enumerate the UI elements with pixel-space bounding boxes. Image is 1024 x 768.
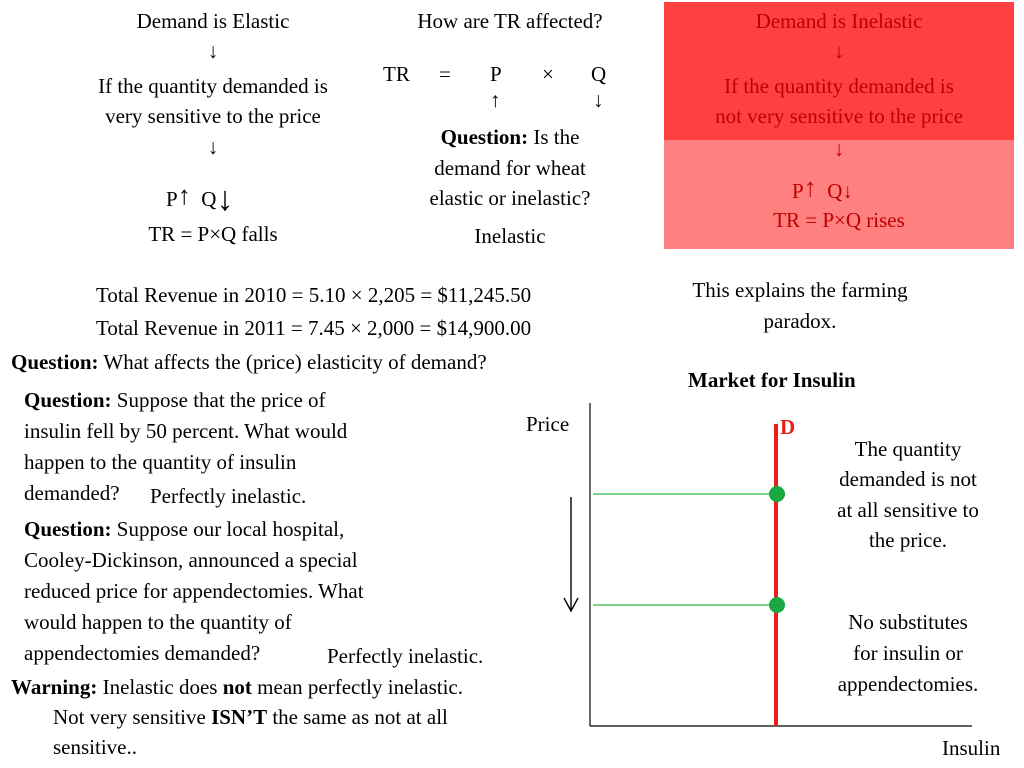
inelastic-p-q: P↑ Q↓ [792,173,853,207]
up-arrow-icon: ↑ [177,181,191,210]
warning-text-a: Inelastic does [102,675,218,699]
graph-note-1-line-3: at all sensitive to [837,498,979,522]
up-arrow-icon: ↑ [803,173,817,202]
warning-line-1: Warning: Inelastic does not mean perfect… [11,672,463,703]
farming-paradox-line-1: This explains the farming [692,278,908,302]
tr-symbol: TR [383,62,410,86]
insulin-question-line-3: happen to the quantity of insulin [24,450,297,474]
inelastic-box-bottom [664,140,1014,249]
revenue-2011: Total Revenue in 2011 = 7.45 × 2,000 = $… [96,316,532,340]
elastic-line-1: If the quantity demanded is [98,74,328,98]
wheat-question-line-3: elastic or inelastic? [429,186,591,210]
down-arrow-icon: ↓ [593,88,604,112]
equilibrium-point-high [769,486,785,502]
warning-line-3: sensitive.. [53,735,137,759]
appendectomy-question-line-2: Cooley-Dickinson, announced a special [24,548,358,572]
graph-note-1-line-1: The quantity [854,437,962,461]
inelastic-arrow-2: ↓ [833,137,845,161]
inelastic-box-top [664,2,1014,140]
warning-not: not [222,675,252,699]
inelastic-tr: TR = P×Q rises [773,208,905,232]
warning-line-2-a: Not very sensitive [53,705,206,729]
inelastic-arrow-1: ↓ [833,39,845,63]
appendectomy-question-line-4: would happen to the quantity of [24,610,292,634]
insulin-question-line-2: insulin fell by 50 percent. What would [24,419,348,443]
equilibrium-point-low [769,597,785,613]
question-label: Question: [24,517,112,541]
appendectomy-question-line-1: Question: Suppose our local hospital, [24,514,344,545]
question-label: Question: [11,350,99,374]
elastic-tr: TR = P×Q falls [148,222,278,246]
down-arrow-icon: ↓ [842,179,853,203]
warning-line-2: Not very sensitive ISN’T the same as not… [53,702,448,733]
eq-symbol: = [439,62,451,86]
elastic-arrow-2: ↓ [207,135,219,159]
graph-note-2-line-2: for insulin or [853,641,963,665]
warning-label: Warning: [11,675,98,699]
warning-isnt: ISN’T [211,705,268,729]
inelastic-title: Demand is Inelastic [755,9,923,33]
insulin-question-line-4: demanded? [24,481,120,505]
graph-title: Market for Insulin [688,368,856,392]
insulin-answer: Perfectly inelastic. [150,484,307,508]
x-axis-label: Insulin [942,736,1001,760]
middle-title: How are TR affected? [417,9,603,33]
down-arrow-icon: ↓ [216,181,234,218]
elastic-arrow-1: ↓ [207,39,219,63]
elastic-q: Q [201,187,217,211]
elastic-line-2: very sensitive to the price [105,104,321,128]
appendectomy-question-line-3: reduced price for appendectomies. What [24,579,364,603]
demand-curve-label: D [780,415,796,439]
wheat-answer: Inelastic [474,224,546,248]
wheat-question-line-2: demand for wheat [434,156,586,180]
question-label: Question: [440,125,529,149]
insulin-question-line-1: Question: Suppose that the price of [24,385,326,416]
insulin-question-text: Suppose that the price of [116,388,326,412]
question-label: Question: [24,388,112,412]
graph-note-2-line-1: No substitutes [848,610,968,634]
elastic-p: P [166,187,178,211]
inelastic-line-2: not very sensitive to the price [715,104,963,128]
appendectomy-question-line-5: appendectomies demanded? [24,641,261,665]
inelastic-p: P [792,179,804,203]
appendectomy-question-text: Suppose our local hospital, [116,517,345,541]
times-symbol: × [542,62,554,86]
up-arrow-icon: ↑ [490,88,501,112]
price-fall-arrow-icon [563,597,579,613]
elastic-p-q: P↑ Q↓ [166,181,234,218]
graph-note-1-line-2: demanded is not [839,467,977,491]
graph-note-1-line-4: the price. [868,528,948,552]
inelastic-q: Q [827,179,843,203]
inelastic-line-1: If the quantity demanded is [724,74,954,98]
appendectomy-answer: Perfectly inelastic. [327,644,484,668]
wheat-question-text: Is the [533,125,580,149]
elasticity-question: Question: What affects the (price) elast… [11,347,487,378]
wheat-question-line-1: Question: Is the [390,122,630,153]
farming-paradox-line-2: paradox. [763,309,837,333]
warning-line-2-b: the same as not at all [272,705,448,729]
warning-text-b: mean perfectly inelastic. [257,675,463,699]
graph-note-2-line-3: appendectomies. [837,672,979,696]
y-axis-label: Price [526,412,570,436]
p-symbol: P [490,62,502,86]
revenue-2010: Total Revenue in 2010 = 5.10 × 2,205 = $… [96,283,532,307]
q-symbol: Q [591,62,607,86]
elasticity-question-text: What affects the (price) elasticity of d… [103,350,487,374]
elastic-title: Demand is Elastic [136,9,290,33]
